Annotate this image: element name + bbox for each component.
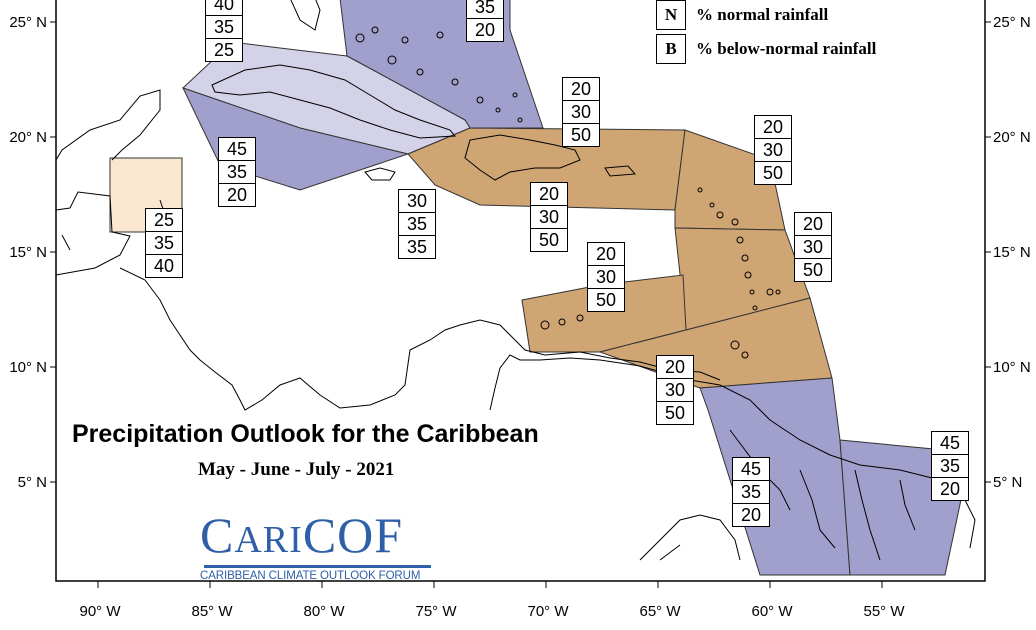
prob-value: 40 xyxy=(145,254,183,278)
lon-label-65w: 65° W xyxy=(639,603,681,620)
prob-value: 30 xyxy=(562,100,600,124)
logo-wordmark: CARICOF xyxy=(200,510,435,563)
prob-value: 45 xyxy=(931,431,969,455)
prob-value: 20 xyxy=(562,77,600,101)
lat-label-20n-right: 20° N xyxy=(993,129,1031,146)
prob-value: 20 xyxy=(794,212,832,236)
prob-value: 50 xyxy=(587,288,625,312)
prob-value: 30 xyxy=(794,235,832,259)
prob-value: 20 xyxy=(732,503,770,527)
prob-value: 45 xyxy=(732,457,770,481)
lon-label-60w: 60° W xyxy=(751,603,793,620)
lon-label-90w: 90° W xyxy=(79,603,121,620)
prob-value: 50 xyxy=(656,401,694,425)
legend-label-normal: % normal rainfall xyxy=(696,5,829,24)
coast-hispaniola xyxy=(464,134,581,181)
prob-value: 35 xyxy=(931,454,969,478)
prob-box-cuba: 45 35 20 xyxy=(218,137,256,207)
prob-value: 20 xyxy=(587,242,625,266)
prob-value: 50 xyxy=(794,258,832,282)
coast-florida xyxy=(290,0,321,31)
lon-label-70w: 70° W xyxy=(527,603,569,620)
axis-ticks xyxy=(50,21,991,588)
prob-box-greater-antilles-east: 20 30 50 xyxy=(562,77,600,147)
coast-jamaica xyxy=(364,167,396,181)
lat-label-15n-right: 15° N xyxy=(993,244,1031,261)
prob-value: 50 xyxy=(562,123,600,147)
prob-box-northern-bahamas: 40 35 25 xyxy=(205,0,243,62)
prob-value: 50 xyxy=(530,228,568,252)
prob-value: 35 xyxy=(145,231,183,255)
coast-puerto-rico xyxy=(604,165,637,177)
prob-box-leeward-islands: 20 30 50 xyxy=(754,115,792,185)
legend-key-normal: N xyxy=(656,0,686,30)
prob-value: 20 xyxy=(931,477,969,501)
prob-value: 35 xyxy=(398,235,436,259)
map-title: Precipitation Outlook for the Caribbean xyxy=(72,420,539,448)
lat-label-15n-left: 15° N xyxy=(9,244,47,261)
logo-rule xyxy=(204,565,431,568)
legend-row-below-normal: B % below-normal rainfall xyxy=(656,34,876,64)
legend-row-normal: N % normal rainfall xyxy=(656,0,828,30)
islands xyxy=(355,26,781,359)
prob-box-guyana: 45 35 20 xyxy=(732,457,770,527)
legend-key-below-normal: B xyxy=(656,34,686,64)
logo-initial: C xyxy=(200,507,235,563)
lat-label-25n-left: 25° N xyxy=(9,14,47,31)
lat-label-25n-right: 25° N xyxy=(993,14,1031,31)
prob-value: 35 xyxy=(466,0,504,19)
prob-value: 20 xyxy=(530,182,568,206)
lat-label-5n-right: 5° N xyxy=(993,474,1022,491)
longitude-labels: 90° W 85° W 80° W 75° W 70° W 65° W 60° … xyxy=(79,603,905,620)
prob-value: 35 xyxy=(732,480,770,504)
prob-value: 35 xyxy=(218,160,256,184)
latitude-labels-left: 25° N 20° N 15° N 10° N 5° N xyxy=(9,14,47,491)
lon-label-80w: 80° W xyxy=(303,603,345,620)
prob-value: 25 xyxy=(205,38,243,62)
prob-box-windward-islands: 20 30 50 xyxy=(794,212,832,282)
prob-box-trinidad-tobago: 20 30 50 xyxy=(656,355,694,425)
lat-label-10n-right: 10° N xyxy=(993,359,1031,376)
coast-colombia-west xyxy=(639,514,741,561)
coast-cuba xyxy=(211,64,457,139)
prob-box-southern-bahamas: 35 20 xyxy=(466,0,504,42)
prob-box-hispaniola: 20 30 50 xyxy=(530,182,568,252)
prob-value: 25 xyxy=(145,208,183,232)
prob-box-belize: 25 35 40 xyxy=(145,208,183,278)
prob-value: 30 xyxy=(656,378,694,402)
map-subtitle: May - June - July - 2021 xyxy=(198,459,395,480)
lat-label-10n-left: 10° N xyxy=(9,359,47,376)
logo-small-caps: ARI xyxy=(234,519,303,561)
lat-label-5n-left: 5° N xyxy=(18,474,47,491)
latitude-labels-right: 25° N 20° N 15° N 10° N 5° N xyxy=(993,14,1031,491)
prob-box-abc-islands: 20 30 50 xyxy=(587,242,625,312)
prob-value: 30 xyxy=(754,138,792,162)
legend-label-below-normal: % below-normal rainfall xyxy=(696,39,877,58)
prob-value: 45 xyxy=(218,137,256,161)
logo-tagline: CARIBBEAN CLIMATE OUTLOOK FORUM xyxy=(200,570,421,582)
lon-label-55w: 55° W xyxy=(863,603,905,620)
prob-value: 30 xyxy=(398,189,436,213)
prob-value: 40 xyxy=(205,0,243,16)
prob-value: 35 xyxy=(398,212,436,236)
prob-value: 20 xyxy=(466,18,504,42)
lat-label-20n-left: 20° N xyxy=(9,129,47,146)
lon-label-85w: 85° W xyxy=(191,603,233,620)
prob-value: 35 xyxy=(205,15,243,39)
coast-central-america xyxy=(55,89,721,411)
lon-label-75w: 75° W xyxy=(415,603,457,620)
caricof-logo: CARICOF CARIBBEAN CLIMATE OUTLOOK FORUM xyxy=(200,510,435,582)
coast-south-america xyxy=(489,354,976,549)
prob-box-suriname-french-guiana: 45 35 20 xyxy=(931,431,969,501)
logo-rest: COF xyxy=(302,507,404,563)
prob-value: 50 xyxy=(754,161,792,185)
prob-value: 20 xyxy=(754,115,792,139)
prob-box-jamaica: 30 35 35 xyxy=(398,189,436,259)
prob-value: 30 xyxy=(587,265,625,289)
prob-value: 30 xyxy=(530,205,568,229)
prob-value: 20 xyxy=(656,355,694,379)
prob-value: 20 xyxy=(218,183,256,207)
